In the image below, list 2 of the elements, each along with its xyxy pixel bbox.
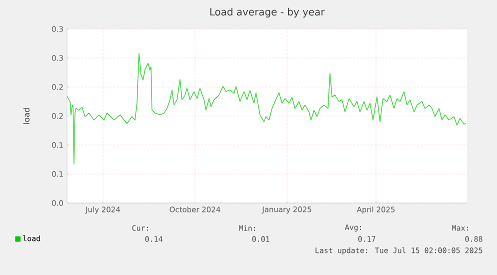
line-series xyxy=(67,53,466,164)
chart-title: Load average - by year xyxy=(210,8,325,18)
